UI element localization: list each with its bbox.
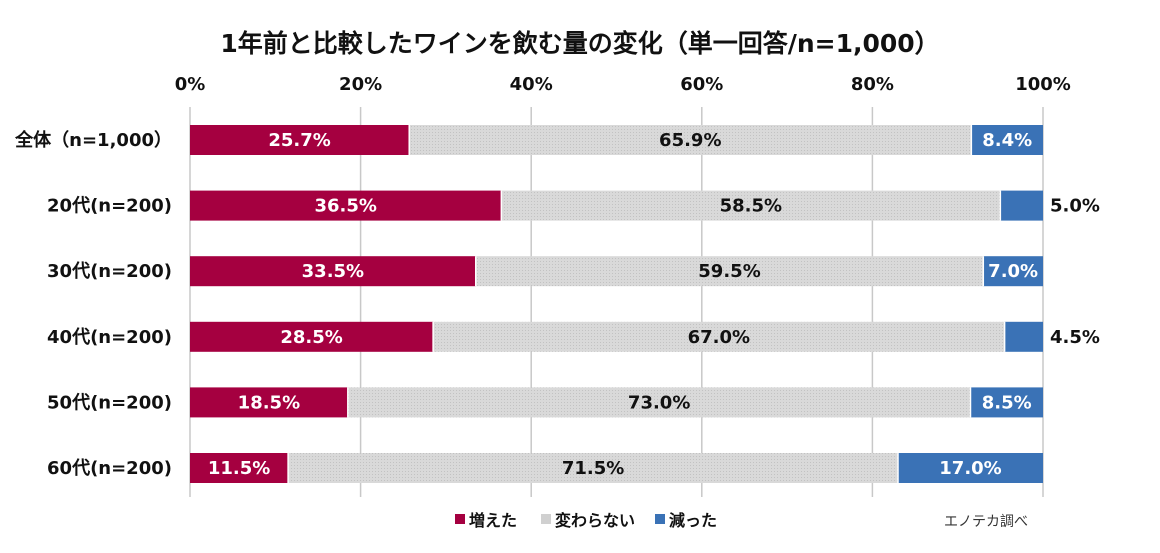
data-label: 4.5% <box>1050 327 1100 348</box>
data-label: 36.5% <box>314 196 376 217</box>
bar-segment <box>190 387 348 418</box>
data-label: 25.7% <box>268 130 330 151</box>
bar-segment <box>190 190 502 221</box>
x-axis-ticks: 0% 20% 40% 60% 80% 100% <box>175 74 1071 95</box>
bar-segment <box>970 387 1043 418</box>
bar-segment <box>971 125 1043 155</box>
bar-segment <box>983 256 1043 287</box>
source-note: エノテカ調べ <box>944 514 1028 530</box>
category-label: 50代(n=200) <box>47 392 172 413</box>
x-tick-label: 40% <box>510 74 553 95</box>
data-label: 71.5% <box>562 458 624 479</box>
legend-swatch <box>655 514 665 524</box>
data-label: 73.0% <box>628 392 690 413</box>
data-label: 58.5% <box>720 196 782 217</box>
legend-swatch <box>455 514 465 524</box>
bar-segment <box>501 190 1001 221</box>
data-label: 11.5% <box>208 458 270 479</box>
legend-label: 減った <box>669 511 717 530</box>
bar-segment <box>190 453 289 483</box>
x-tick-label: 0% <box>175 74 206 95</box>
chart-title: 1年前と比較したワインを飲む量の変化（単一回答/n=1,000） <box>220 29 939 58</box>
data-label: 8.5% <box>982 392 1032 413</box>
x-tick-label: 60% <box>680 74 723 95</box>
bar-segment <box>190 321 434 352</box>
data-label: 17.0% <box>939 458 1001 479</box>
category-label: 30代(n=200) <box>47 261 172 282</box>
x-tick-label: 100% <box>1015 74 1071 95</box>
data-label: 59.5% <box>698 261 760 282</box>
data-label: 65.9% <box>659 130 721 151</box>
bar-segment <box>190 256 476 287</box>
bar-segment <box>433 321 1005 352</box>
legend-swatch <box>541 514 551 524</box>
data-label: 67.0% <box>688 327 750 348</box>
category-labels: 全体（n=1,000） 20代(n=200) 30代(n=200) 40代(n=200… <box>14 129 172 479</box>
bar-segment <box>288 453 898 483</box>
category-label: 60代(n=200) <box>47 458 172 479</box>
data-label: 33.5% <box>302 261 364 282</box>
data-label: 5.0% <box>1050 196 1100 217</box>
category-label: 40代(n=200) <box>47 327 172 348</box>
x-tick-label: 80% <box>851 74 894 95</box>
data-label: 18.5% <box>238 392 300 413</box>
gridlines <box>189 107 1044 497</box>
bar-segment <box>475 256 984 287</box>
legend: 増えた 変わらない 減った <box>455 511 717 530</box>
category-label: 20代(n=200) <box>47 196 172 217</box>
data-label: 7.0% <box>988 261 1038 282</box>
bar-segment <box>190 125 410 155</box>
bar-segment <box>409 125 972 155</box>
bar-segment <box>1000 190 1043 221</box>
data-label: 8.4% <box>982 130 1032 151</box>
legend-label: 増えた <box>469 511 517 530</box>
bar-segment <box>897 453 1043 483</box>
x-tick-label: 20% <box>339 74 382 95</box>
data-label: 28.5% <box>280 327 342 348</box>
bars <box>190 125 1043 483</box>
bar-segment <box>1004 321 1043 352</box>
legend-label: 変わらない <box>555 511 635 530</box>
data-labels: 25.7% 65.9% 8.4% 36.5% 58.5% 5.0% 33.5% 59.5% 7.… <box>208 130 1100 479</box>
category-label: 全体（n=1,000） <box>14 129 172 151</box>
bar-segment <box>347 387 971 418</box>
